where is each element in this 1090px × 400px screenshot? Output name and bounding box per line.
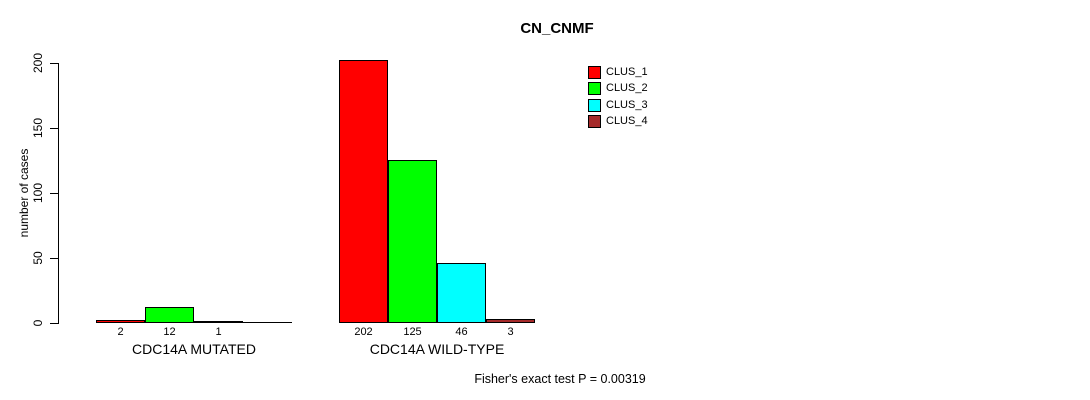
bar-clus_3-mutated [194, 321, 243, 323]
y-tick-mark [50, 128, 58, 129]
y-tick-mark [50, 193, 58, 194]
x-group-label: CDC14A WILD-TYPE [369, 341, 505, 357]
legend-label: CLUS_2 [606, 82, 648, 95]
bar-clus_4-wild-type [486, 319, 535, 323]
y-tick-mark [50, 258, 58, 259]
bar-clus_4-mutated [243, 322, 292, 323]
bar-value-label: 3 [507, 326, 514, 338]
bar-value-label: 125 [403, 326, 422, 338]
bar-clus_1-mutated [96, 320, 145, 323]
bar-clus_2-mutated [145, 307, 194, 323]
chart-title: CN_CNMF [520, 20, 594, 37]
legend-label: CLUS_3 [606, 98, 648, 111]
bar-value-label: 2 [117, 326, 124, 338]
bar-value-label: 46 [455, 326, 468, 338]
x-group-label: CDC14A MUTATED [132, 341, 256, 357]
annotation-text: Fisher's exact test P = 0.00319 [474, 372, 646, 386]
bar-value-label: 12 [163, 326, 176, 338]
y-tick-mark [50, 63, 58, 64]
legend-swatch-clus_1 [588, 66, 601, 79]
legend-label: CLUS_1 [606, 66, 648, 78]
y-axis-line [58, 63, 59, 324]
legend-swatch-clus_4 [588, 114, 601, 128]
y-tick-mark [50, 323, 58, 324]
bar-clus_3-wild-type [437, 263, 486, 323]
legend-label: CLUS_4 [606, 114, 648, 127]
bar-clus_2-wild-type [388, 160, 437, 323]
bar-value-label: 202 [354, 326, 373, 338]
legend-swatch-clus_3 [588, 98, 601, 112]
bar-value-label: 1 [215, 326, 222, 338]
bar-clus_1-wild-type [339, 60, 388, 323]
legend-swatch-clus_2 [588, 82, 601, 96]
